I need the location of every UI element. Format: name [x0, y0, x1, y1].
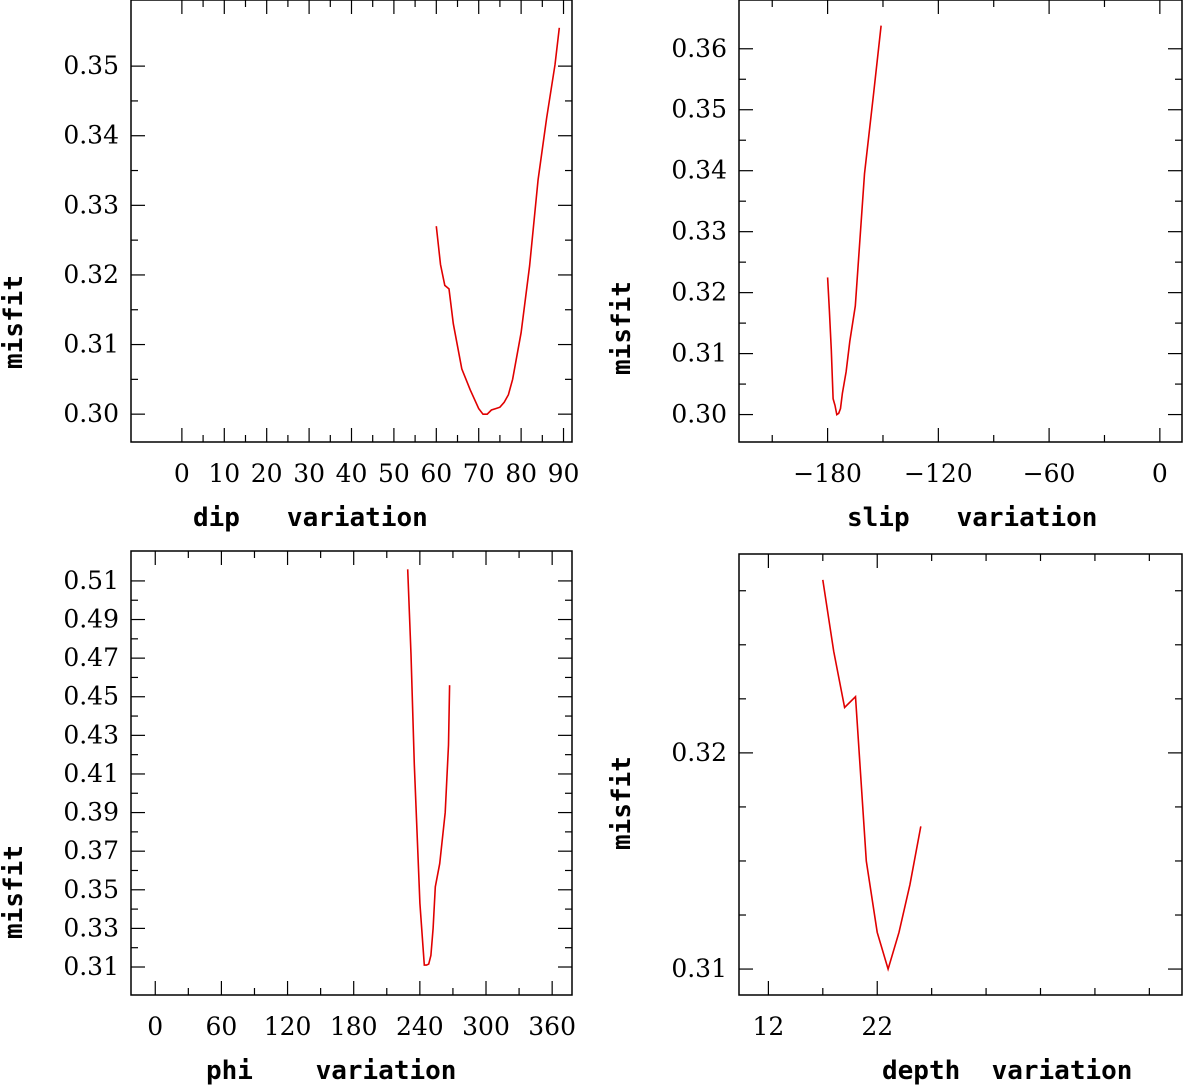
depth-panel: 12 22 0.31 0.32 depth variation misfit [607, 553, 1183, 1086]
x-tick-label: 180 [330, 1012, 378, 1041]
x-axis-label: slip variation [847, 503, 1097, 533]
y-tick-label: 0.45 [63, 682, 119, 711]
y-tick-label: 0.31 [671, 339, 727, 368]
y-tick-label: 0.31 [63, 330, 119, 359]
x-tick-label: 50 [378, 459, 410, 488]
y-tick-label: 0.36 [671, 34, 727, 63]
y-axis-label: misfit [0, 275, 29, 369]
y-tick-label: 0.33 [671, 217, 727, 246]
x-tick-label: 240 [396, 1012, 444, 1041]
y-tick-label: 0.35 [671, 95, 727, 124]
y-tick-label: 0.32 [63, 260, 119, 289]
x-tick-label: 60 [420, 459, 452, 488]
y-tick-label: 0.33 [63, 190, 119, 219]
x-tick-label: 60 [205, 1012, 237, 1041]
x-axis-label: phi variation [206, 1056, 456, 1086]
x-tick-label: 0 [147, 1012, 163, 1041]
y-tick-label: 0.35 [63, 51, 119, 80]
x-tick-label: 30 [293, 459, 325, 488]
dip-panel: 0 10 20 30 40 50 60 70 80 90 0.30 0.31 0.32 0.33 0.34 0… [0, 0, 579, 533]
y-tick-label: 0.39 [63, 798, 119, 827]
x-tick-label: 40 [336, 459, 368, 488]
misfit-curve [822, 579, 922, 972]
x-axis-label: depth variation [882, 1056, 1132, 1086]
plot-frame [738, 553, 1183, 996]
x-tick-label: 0 [1152, 459, 1168, 488]
y-tick-label: 0.34 [671, 156, 727, 185]
y-axis-label: misfit [607, 756, 637, 850]
y-axis-label: misfit [607, 281, 637, 375]
y-tick-label: 0.33 [63, 913, 119, 942]
x-tick-label: 12 [752, 1012, 784, 1041]
plot-frame [738, 0, 1183, 443]
x-tick-label: 120 [264, 1012, 312, 1041]
y-tick-label: 0.47 [63, 643, 119, 672]
x-tick-label: 10 [208, 459, 240, 488]
x-tick-label: 360 [528, 1012, 576, 1041]
plot-frame [130, 550, 573, 996]
x-tick-label: 20 [251, 459, 283, 488]
y-tick-label: 0.31 [671, 954, 727, 983]
x-tick-label: 70 [463, 459, 495, 488]
x-axis-label: dip variation [193, 503, 428, 533]
y-tick-label: 0.30 [63, 399, 119, 428]
phi-panel: 0 60 120 180 240 300 360 0.31 0.33 0.35 0.37 0.39 0.… [0, 550, 576, 1086]
x-tick-label: −120 [904, 459, 973, 488]
y-tick-label: 0.37 [63, 836, 119, 865]
y-tick-label: 0.30 [671, 400, 727, 429]
y-tick-label: 0.32 [671, 738, 727, 767]
misfit-curve [826, 25, 882, 416]
x-tick-label: 80 [505, 459, 537, 488]
x-tick-label: −60 [1023, 459, 1076, 488]
x-tick-label: 22 [861, 1012, 893, 1041]
misfit-curve [435, 27, 561, 416]
y-tick-label: 0.43 [63, 720, 119, 749]
x-tick-label: 0 [174, 459, 190, 488]
plot-frame [130, 0, 573, 443]
x-tick-label: −180 [793, 459, 862, 488]
y-tick-label: 0.51 [63, 566, 119, 595]
slip-panel: −180 −120 −60 0 0.30 0.31 0.32 0.33 0.34 0.35 0.36… [607, 0, 1183, 533]
y-tick-label: 0.41 [63, 759, 119, 788]
y-tick-label: 0.32 [671, 278, 727, 307]
x-tick-label: 300 [462, 1012, 510, 1041]
y-axis-label: misfit [0, 845, 29, 939]
x-tick-label: 90 [548, 459, 580, 488]
y-tick-label: 0.31 [63, 952, 119, 981]
y-tick-label: 0.49 [63, 605, 119, 634]
misfit-curve [406, 569, 451, 966]
y-tick-label: 0.34 [63, 121, 119, 150]
y-tick-label: 0.35 [63, 875, 119, 904]
